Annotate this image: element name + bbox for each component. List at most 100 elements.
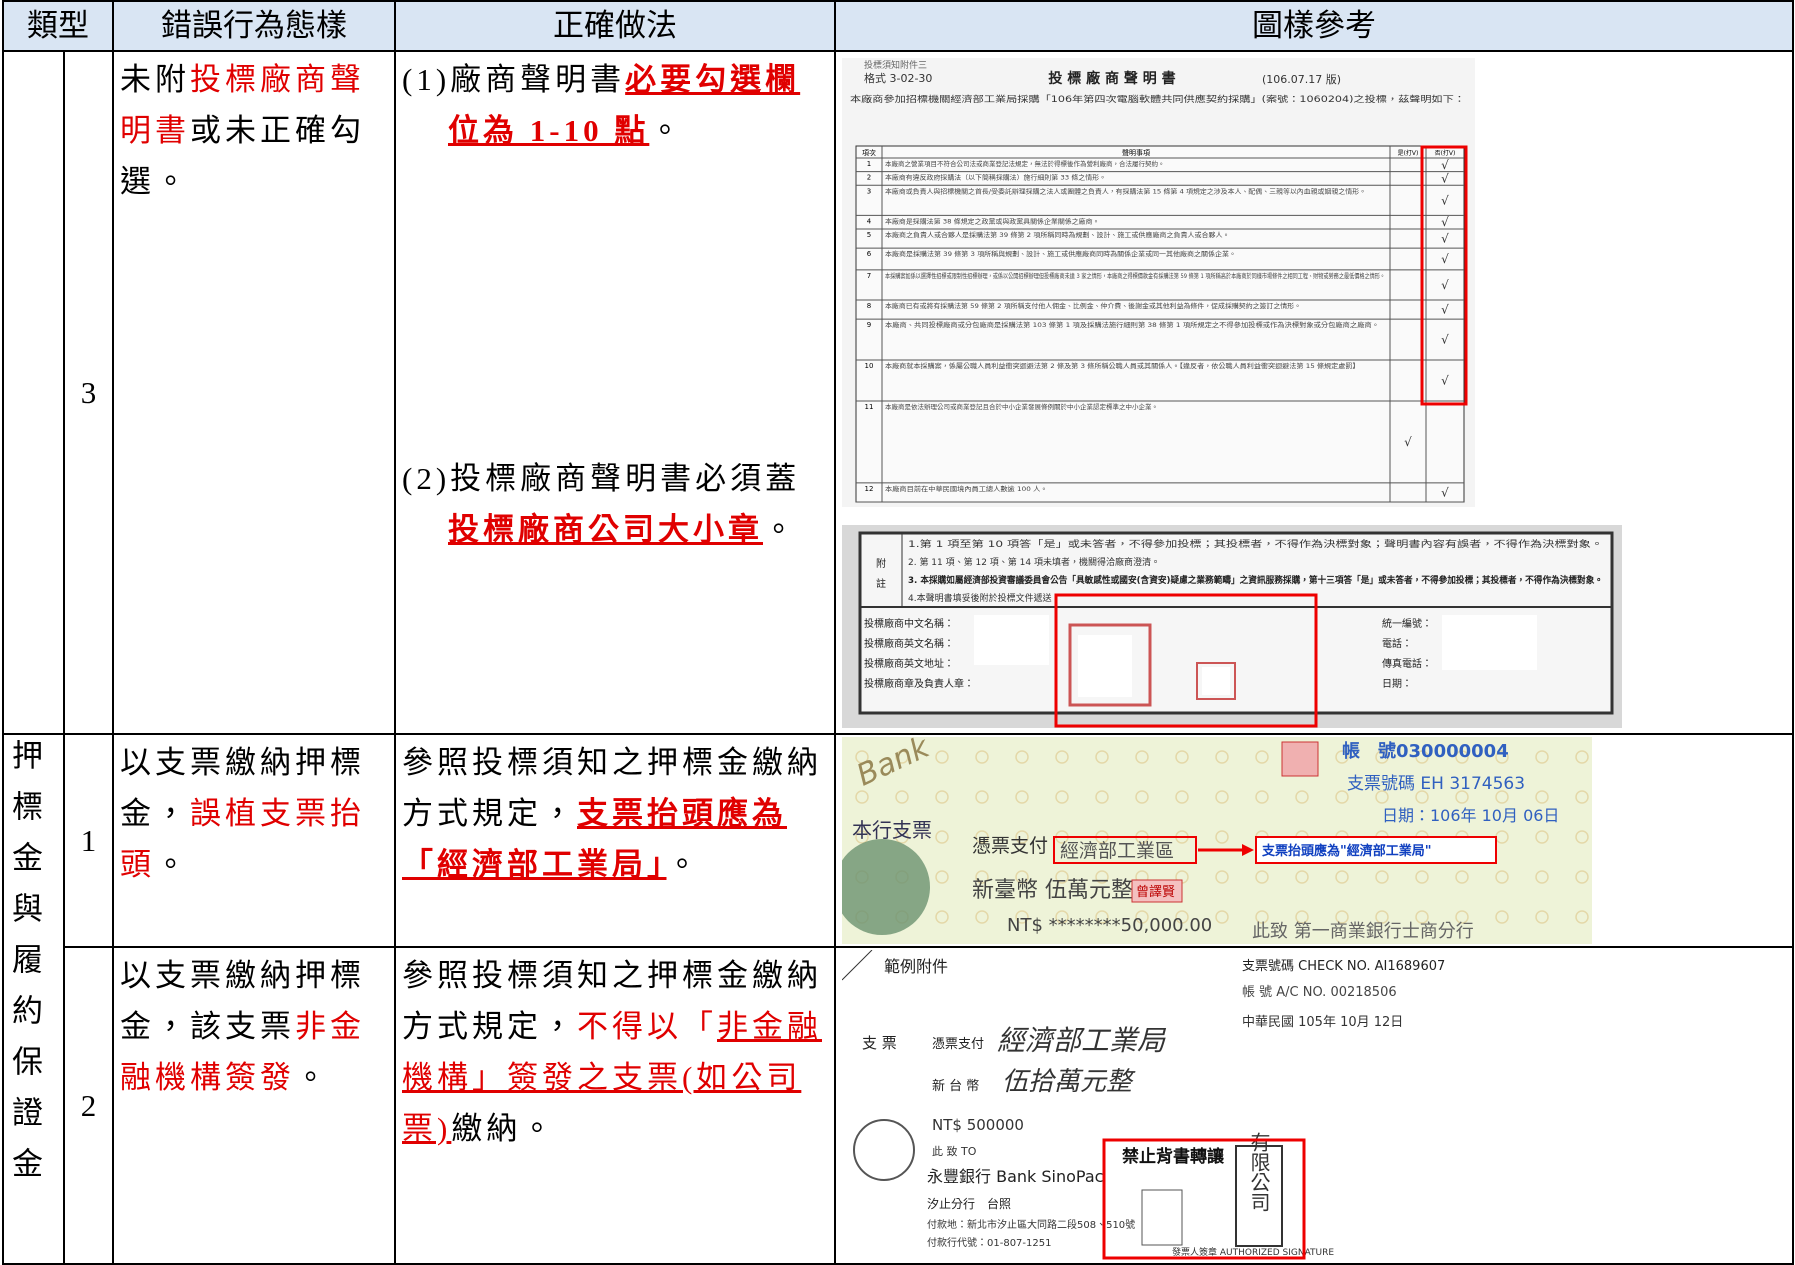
fold-line bbox=[842, 950, 873, 981]
figure-cell: Bank 本行支票 帳 號030000004 支票號碼 EH 3174563 日… bbox=[834, 733, 1794, 948]
stamp-image: 附 註 1. 第 1 項至第 10 項答「是」或未答者，不得參加投標；其投標者，不… bbox=[842, 525, 1622, 728]
highlight-box bbox=[1053, 836, 1197, 864]
text-segment: 必要勾選欄位為 1-10 點 bbox=[448, 62, 801, 148]
form-title: 投 標 廠 商 聲 明 書 bbox=[1048, 70, 1175, 87]
mask bbox=[1141, 1189, 1183, 1246]
text-segment: 繳納。 bbox=[451, 1111, 557, 1146]
correct-text: 參照投標須知之押標金繳納方式規定，支票抬頭應為「經濟部工業局」。 bbox=[402, 737, 828, 890]
note: 3. 本採購如屬經濟部投資審議委員會公告「具敏感性或國安(含資安)疑慮之業務範疇… bbox=[908, 574, 1603, 586]
bank-name: 永豐銀行 Bank SinoPac bbox=[927, 1167, 1103, 1186]
callout-box bbox=[1255, 836, 1497, 864]
row: 2 以支票繳納押標金，該支票非金融機構簽發。 參照投標須知之押標金繳納方式規定，… bbox=[3, 946, 1794, 1265]
text-segment: 。 bbox=[295, 1060, 330, 1095]
item-text: 本廠商或負責人與招標機關之首長/受委託辦理採購之法人或團體之負責人，有採購法第 … bbox=[885, 186, 1366, 195]
header-cell: 正確做法 bbox=[394, 0, 836, 52]
field-label: 統一編號： bbox=[1382, 617, 1432, 630]
seal bbox=[1235, 1145, 1283, 1247]
check-date: 中華民國 105年 10月 12日 bbox=[1242, 1015, 1403, 1030]
check-kind: 支 票 bbox=[862, 1034, 897, 1052]
text-segment: 。 bbox=[155, 847, 190, 882]
header-cell: 類型 bbox=[2, 0, 114, 52]
item-text: 本廠商有違反政府採購法（以下簡稱採購法）施行細則第 33 條之情形。 bbox=[885, 173, 1106, 182]
item-number: 6 bbox=[867, 250, 872, 258]
check-mark: √ bbox=[1404, 435, 1412, 449]
mask bbox=[1442, 615, 1537, 670]
mask bbox=[1202, 667, 1230, 695]
text-segment: 以支票繳納押標金， bbox=[120, 745, 365, 831]
seal bbox=[1281, 741, 1319, 777]
text-segment: 誤植支票抬頭 bbox=[120, 796, 365, 882]
row: 3 未附投標廠商聲明書或未正確勾選。 (1)廠商聲明書必要勾選欄位為 1-10 … bbox=[2, 50, 1794, 735]
note: 4.本聲明書填妥後附於投標文件遞送。 bbox=[908, 592, 1061, 604]
check-mark: √ bbox=[1441, 232, 1449, 246]
emblem bbox=[842, 839, 930, 935]
note-number: 1. bbox=[908, 540, 920, 550]
amount: NT$ 500000 bbox=[932, 1116, 1024, 1134]
figure-cell: 範例附件 支 票 支票號碼 CHECK NO. AI1689607 帳 號 A/… bbox=[834, 946, 1794, 1265]
account: 帳 號 A/C NO. 00218506 bbox=[1242, 985, 1397, 1000]
payee: 經濟部工業局 bbox=[997, 1024, 1167, 1057]
number: 1 bbox=[63, 733, 114, 948]
error-cell: 以支票繳納押標金，該支票非金融機構簽發。 bbox=[112, 946, 396, 1265]
item-text: 本廠商就本採購案，係屬公職人員利益衝突迴避法第 2 條及第 3 條所稱公職人員或… bbox=[885, 361, 1360, 370]
header-cell: 圖樣參考 bbox=[834, 0, 1794, 52]
signature: 發票人簽章 AUTHORIZED SIGNATURE bbox=[1172, 1246, 1334, 1258]
number: 3 bbox=[63, 50, 114, 735]
note-side: 註 bbox=[876, 578, 886, 590]
seal bbox=[1068, 623, 1152, 707]
figure-cell: 投標須知附件三 格式 3-02-30 投 標 廠 商 聲 明 書 (106.07… bbox=[834, 50, 1794, 735]
bank-to: 此致 第一商業銀行士商分行 bbox=[1252, 921, 1474, 942]
item-text: 本廠商之營業項目不符合公司法或商業登記法規定，無法於得標後作為營利廠商，合法履行… bbox=[885, 159, 1165, 168]
version: (106.07.17 版) bbox=[1262, 73, 1341, 86]
item-number: 10 bbox=[865, 362, 874, 370]
declaration-image: 投標須知附件三 格式 3-02-30 投 標 廠 商 聲 明 書 (106.07… bbox=[842, 58, 1475, 507]
correct-text: (2)投標廠商聲明書必須蓋投標廠商公司大小章。 bbox=[402, 453, 828, 555]
error-cell: 未附投標廠商聲明書或未正確勾選。 bbox=[112, 50, 396, 735]
intro: 本廠商參加招標機關經濟部工業局採購「106年第四次電腦軟體共同供應契約採購」(案… bbox=[850, 94, 1465, 104]
to: 此 致 TO bbox=[932, 1144, 977, 1158]
correct-cell: 參照投標須知之押標金繳納方式規定，不得以「非金融機構」簽發之支票(如公司票)繳納… bbox=[394, 946, 836, 1265]
item-number: 7 bbox=[867, 272, 871, 280]
no-endorse: 禁止背書轉讓 bbox=[1122, 1146, 1225, 1167]
check-mark: √ bbox=[1441, 333, 1449, 347]
check-image: Bank 本行支票 帳 號030000004 支票號碼 EH 3174563 日… bbox=[842, 737, 1592, 944]
correct-cell: (1)廠商聲明書必要勾選欄位為 1-10 點。 (2)投標廠商聲明書必須蓋投標廠… bbox=[394, 50, 836, 735]
text-segment: 支票抬頭應為「經濟部工業局」 bbox=[402, 796, 787, 882]
highlight-box bbox=[1420, 145, 1468, 406]
note: 1. 第 1 項至第 10 項答「是」或未答者，不得參加投標；其投標者，不得作為決… bbox=[908, 538, 1603, 550]
amount-words: 新臺幣 伍萬元整 bbox=[972, 878, 1133, 903]
text-segment: 非金融機構」簽發之支票(如公司票) bbox=[402, 1009, 822, 1146]
paper bbox=[842, 950, 1535, 1261]
item-text: 本採購案如係以選擇性招標或限制性招標辦理，或係以公開招標辦理但投標廠商未達 3 … bbox=[885, 271, 1385, 280]
text-segment: 。 bbox=[649, 113, 685, 148]
check-mark: √ bbox=[1441, 278, 1449, 292]
field-label: 投標廠商英文名稱： bbox=[864, 637, 954, 650]
highlight-box bbox=[1054, 593, 1318, 728]
amount: NT$ ********50,000.00 bbox=[1007, 915, 1212, 936]
check-mark: √ bbox=[1441, 252, 1449, 266]
item-text: 本廠商已有或將有採購法第 59 條第 2 項所稱支付他人佣金、比例金、仲介費、後… bbox=[885, 301, 1301, 310]
field-label: 投標廠商章及負責人章： bbox=[864, 677, 974, 690]
item-number: 2 bbox=[867, 174, 871, 182]
item-number: 8 bbox=[867, 302, 871, 310]
company-seal: 有限公司 bbox=[1247, 1132, 1271, 1212]
check-image: 範例附件 支 票 支票號碼 CHECK NO. AI1689607 帳 號 A/… bbox=[842, 950, 1535, 1261]
sample-label: 範例附件 bbox=[884, 957, 948, 976]
note-text: 第 1 項至第 10 項答「是」或未答者，不得參加投標；其投標者，不得作為決標對… bbox=[920, 538, 1603, 550]
bank-code: 付款行代號：01-807-1251 bbox=[927, 1236, 1051, 1249]
form-table bbox=[855, 145, 1465, 503]
item-number: 9 bbox=[867, 321, 871, 329]
pay-address: 付款地：新北市汐止區大同路二段508、510號 bbox=[927, 1218, 1135, 1231]
error-text: 以支票繳納押標金，誤植支票抬頭。 bbox=[120, 737, 388, 890]
check-mark: √ bbox=[1441, 303, 1449, 317]
header-cell: 錯誤行為態樣 bbox=[112, 0, 396, 52]
error-cell: 以支票繳納押標金，誤植支票抬頭。 bbox=[112, 733, 396, 948]
check-kind: 本行支票 bbox=[852, 818, 932, 842]
seal-text: 曾譯賢 bbox=[1136, 884, 1175, 900]
field-label: 投標廠商中文名稱： bbox=[864, 617, 954, 630]
account: 帳 號030000004 bbox=[1342, 740, 1509, 762]
text-segment: (1)廠商聲明書 bbox=[402, 62, 626, 97]
text-segment: 或未正確勾選。 bbox=[120, 113, 365, 199]
